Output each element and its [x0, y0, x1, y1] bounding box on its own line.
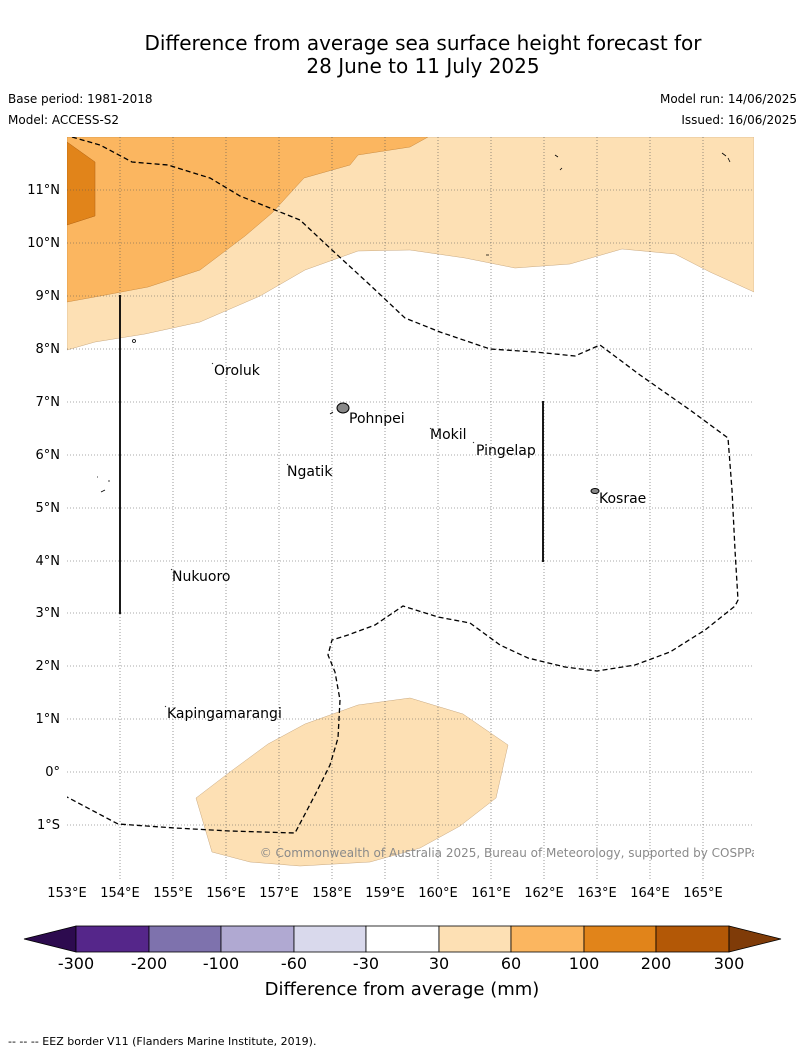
anomaly-60-100	[67, 137, 429, 303]
lat-tick: 6°N	[36, 448, 61, 463]
colorbar-tick: -200	[131, 954, 167, 973]
colorbar-extend-low	[23, 925, 77, 953]
lat-tick: 1°N	[36, 712, 61, 727]
map-title: Difference from average sea surface heig…	[0, 32, 804, 78]
place-label-ngatik: Ngatik	[287, 464, 333, 480]
lon-tick: 157°E	[259, 886, 299, 901]
lat-tick: 7°N	[36, 395, 61, 410]
lon-tick: 163°E	[577, 886, 617, 901]
colorbar-segment	[220, 925, 295, 953]
lon-tick: 155°E	[153, 886, 193, 901]
lon-tick: 156°E	[206, 886, 246, 901]
colorbar-segment	[510, 925, 585, 953]
place-label-kapingamarangi: Kapingamarangi	[167, 706, 282, 722]
colorbar-segment	[75, 925, 150, 953]
place-label-pingelap: Pingelap	[476, 443, 536, 459]
colorbar-segment	[583, 925, 657, 953]
colorbar-segment	[438, 925, 512, 953]
map-area: Oroluk Pohnpei Mokil Pingelap Ngatik Kos…	[67, 137, 765, 880]
lon-tick: 153°E	[47, 886, 87, 901]
title-line-1: Difference from average sea surface heig…	[144, 31, 702, 55]
colorbar-label: Difference from average (mm)	[265, 979, 540, 1000]
place-label-kosrae: Kosrae	[599, 491, 646, 507]
lon-tick: 165°E	[683, 886, 723, 901]
lat-tick: 2°N	[36, 659, 61, 674]
lat-tick: 11°N	[27, 183, 60, 198]
lat-tick: 9°N	[36, 289, 61, 304]
anomaly-30-60-south	[195, 697, 509, 867]
colorbar-segment	[655, 925, 730, 953]
colorbar-tick: -60	[281, 954, 307, 973]
model-name: Model: ACCESS-S2	[8, 113, 120, 127]
lon-tick: 160°E	[418, 886, 458, 901]
lon-tick: 158°E	[312, 886, 352, 901]
colorbar-tick: 100	[569, 954, 600, 973]
pohnpei-island	[336, 402, 350, 414]
latitude-labels: 11°N 10°N 9°N 8°N 7°N 6°N 5°N 4°N 3°N 2°…	[27, 183, 60, 833]
colorbar-extend-high	[728, 925, 782, 953]
lon-tick: 162°E	[524, 886, 564, 901]
model-run: Model run: 14/06/2025	[659, 92, 797, 106]
title-line-2: 28 June to 11 July 2025	[306, 54, 540, 78]
colorbar-segment	[293, 925, 367, 953]
base-period: Base period: 1981-2018	[8, 92, 153, 106]
lat-tick: 3°N	[36, 606, 61, 621]
place-label-pohnpei: Pohnpei	[349, 411, 405, 427]
sapwuahfik-islet	[97, 476, 110, 493]
colorbar-segment	[148, 925, 222, 953]
lat-tick: 8°N	[36, 342, 61, 357]
lon-tick: 159°E	[365, 886, 405, 901]
colorbar-tick: 300	[714, 954, 745, 973]
lat-tick: 10°N	[27, 236, 60, 251]
colorbar-tick: -300	[58, 954, 94, 973]
colorbar-tick: -30	[353, 954, 379, 973]
longitude-labels: 153°E 154°E 155°E 156°E 157°E 158°E 159°…	[47, 886, 723, 901]
issued-date: Issued: 16/06/2025	[681, 113, 797, 127]
place-markers	[164, 362, 475, 708]
ant-atoll	[329, 411, 334, 415]
eez-border	[67, 137, 739, 834]
lat-tick: 4°N	[36, 554, 61, 569]
pakin-atoll	[132, 339, 136, 343]
lat-tick: 1°S	[37, 818, 60, 833]
lon-tick: 164°E	[630, 886, 670, 901]
place-label-oroluk: Oroluk	[214, 363, 261, 379]
colorbar-segment	[365, 925, 440, 953]
colorbar-tick: 60	[501, 954, 521, 973]
lat-tick: 5°N	[36, 501, 61, 516]
colorbar-tick: 30	[429, 954, 449, 973]
copyright-notice: © Commonwealth of Australia 2025, Bureau…	[260, 846, 765, 860]
anomaly-100-200	[67, 141, 96, 226]
colorbar-tick: -100	[203, 954, 239, 973]
kosrae-island	[590, 488, 600, 494]
sea-level-map: Oroluk Pohnpei Mokil Pingelap Ngatik Kos…	[23, 137, 782, 1000]
northern-atolls	[486, 152, 731, 256]
place-label-mokil: Mokil	[430, 427, 467, 443]
place-label-nukuoro: Nukuoro	[172, 569, 230, 585]
colorbar-tick: 200	[641, 954, 672, 973]
colorbar: -300 -200 -100 -60 -30 30 60 100 200 300…	[23, 925, 782, 1000]
eez-footnote: -- -- -- EEZ border V11 (Flanders Marine…	[8, 1035, 317, 1048]
lon-tick: 154°E	[100, 886, 140, 901]
lat-tick: 0°	[45, 765, 60, 780]
lon-tick: 161°E	[471, 886, 511, 901]
